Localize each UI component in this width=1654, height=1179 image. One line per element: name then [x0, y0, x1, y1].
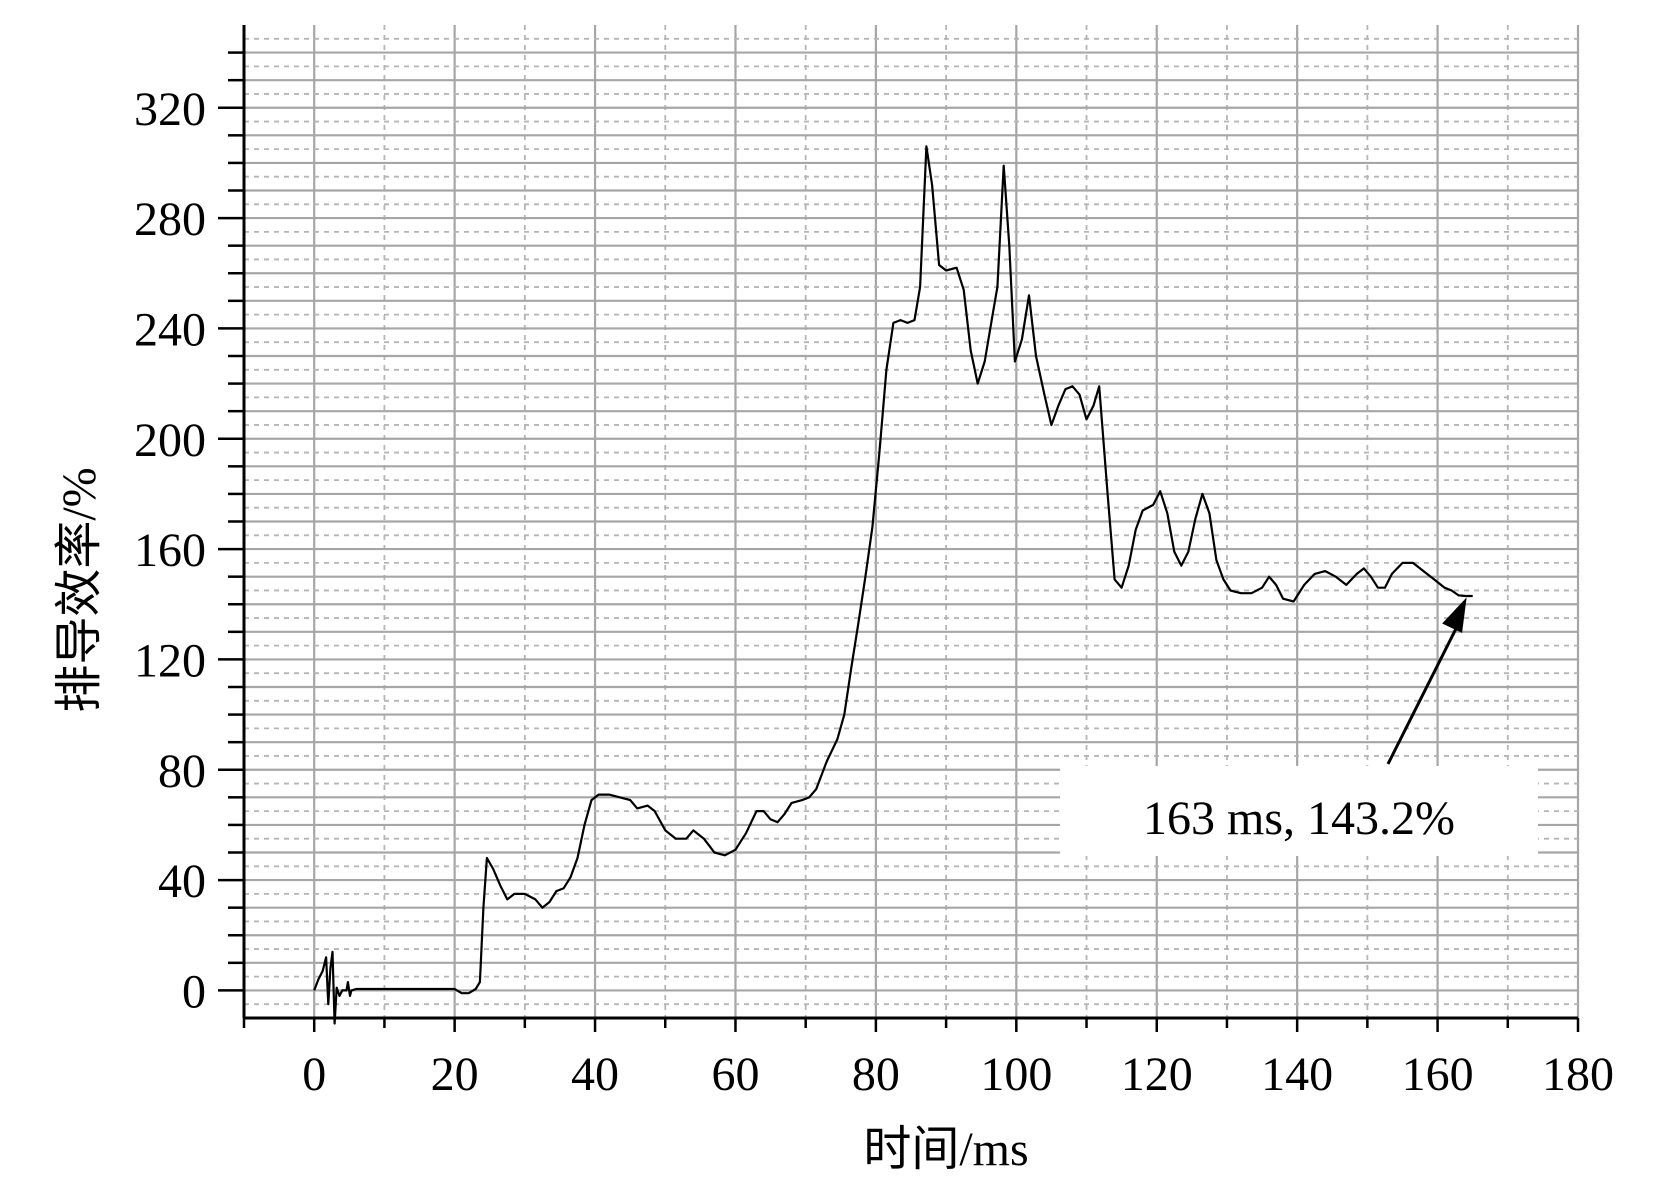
x-tick-label: 160	[1402, 1048, 1474, 1101]
annotation-box	[1060, 766, 1538, 856]
x-tick-label: 60	[711, 1048, 759, 1101]
y-tick-label: 160	[134, 524, 206, 577]
x-tick-label: 40	[571, 1048, 619, 1101]
y-tick-label: 0	[182, 965, 206, 1018]
y-tick-label: 200	[134, 414, 206, 467]
y-tick-label: 280	[134, 193, 206, 246]
annotation-arrow-shaft	[1386, 616, 1463, 765]
x-axis-title: 时间/ms	[863, 1123, 1028, 1176]
x-tick-label: 0	[302, 1048, 326, 1101]
x-tick-label: 140	[1261, 1048, 1333, 1101]
y-tick-label: 80	[158, 745, 206, 798]
annotation: 163 ms, 143.2%	[1060, 597, 1538, 856]
x-tick-label: 180	[1542, 1048, 1614, 1101]
x-tick-label: 80	[852, 1048, 900, 1101]
y-tick-label: 320	[134, 83, 206, 136]
series-layer	[313, 145, 1473, 1025]
annotation-arrowhead	[1442, 597, 1467, 633]
y-axis-title: 排导效率/%	[53, 467, 106, 712]
x-tick-label: 20	[431, 1048, 479, 1101]
grid	[244, 25, 1580, 1018]
axes: 0 40 80 120 160 200 240 280 320 0 20 40 60 80 100 120 14…	[134, 25, 1614, 1101]
y-tick-label: 240	[134, 303, 206, 356]
y-tick-label: 120	[134, 634, 206, 687]
annotation-label: 163 ms, 143.2%	[1143, 792, 1455, 845]
y-tick-label: 40	[158, 855, 206, 908]
series-line	[313, 145, 1473, 1025]
x-tick-label: 100	[980, 1048, 1052, 1101]
x-tick-label: 120	[1121, 1048, 1193, 1101]
